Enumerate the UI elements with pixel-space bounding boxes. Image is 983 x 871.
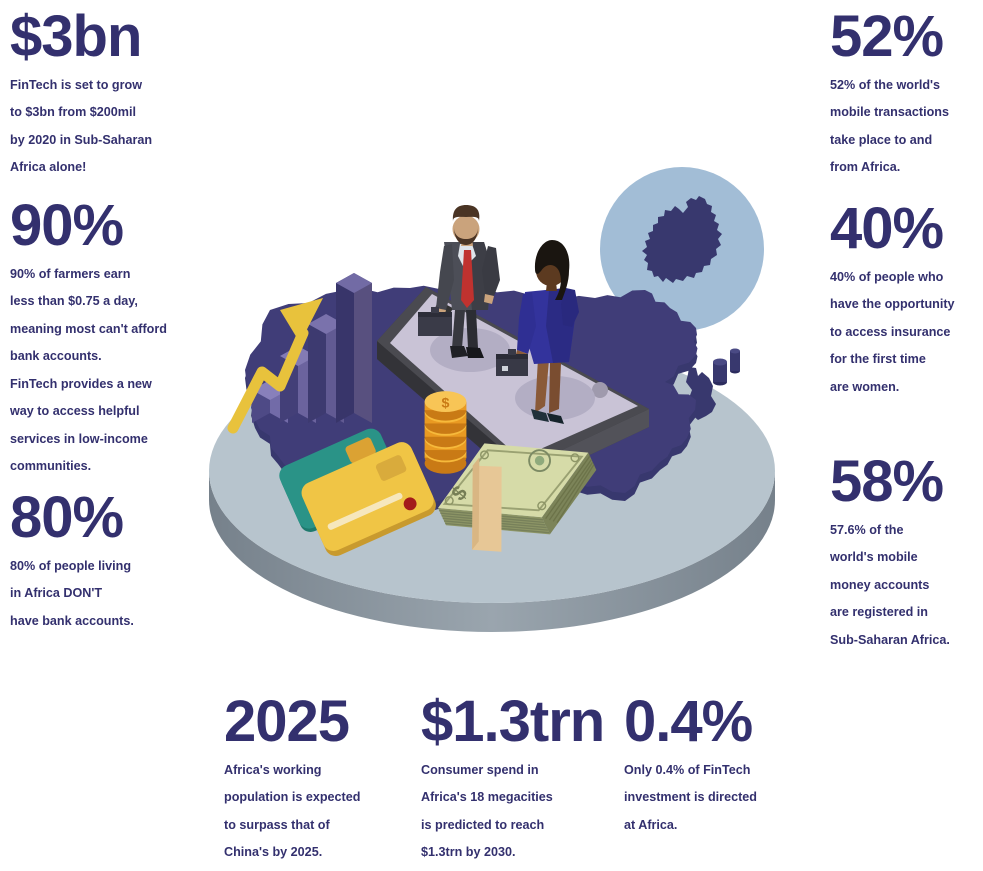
svg-text:$: $ (442, 395, 450, 411)
